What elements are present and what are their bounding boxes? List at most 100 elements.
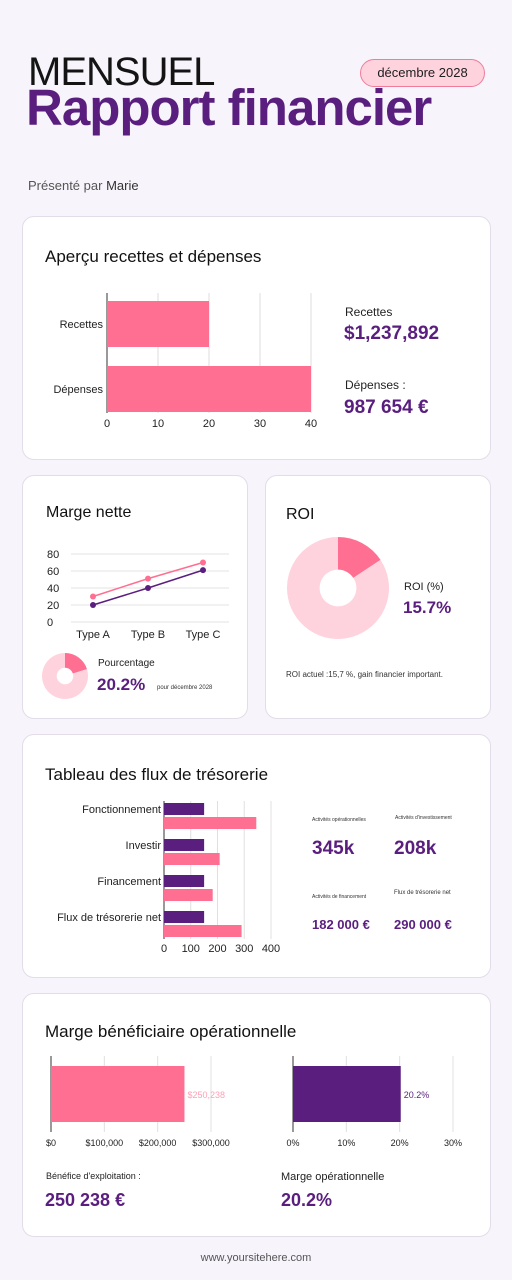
roi-note: ROI actuel :15,7 %, gain financier impor… [286, 670, 443, 679]
marge-point [200, 559, 206, 566]
flux-stat-3-value: 290 000 € [394, 917, 452, 932]
overview-bar [107, 366, 311, 412]
flux-bar-chart: 0 100 200 300 400 Fonctionnement Investir Finan… [57, 801, 280, 955]
marge-point [90, 602, 96, 608]
overview-x-tick: 40 [305, 418, 317, 430]
marge-line-chart: 0 20 40 60 80 Type A Type B Type C [47, 549, 229, 641]
operating-margin-chart: 0% 10% 20% 30% 20.2% [286, 1056, 462, 1148]
flux-stat-1-label: Activités d'investissement [395, 815, 452, 821]
marge-y-tick: 60 [47, 566, 59, 578]
marge-pct-label: Pourcentage [98, 658, 155, 669]
marge-x-tick: Type C [186, 629, 221, 641]
flux-stat-2-label: Activités de financement [312, 894, 367, 900]
op-left-x-tick: $100,000 [86, 1138, 124, 1148]
date-badge: décembre 2028 [360, 59, 485, 87]
op-left-bar [51, 1066, 185, 1122]
marge-point [200, 567, 206, 574]
footer-url[interactable]: www.yoursitehere.com [200, 1252, 312, 1264]
overview-category-label: Dépenses [53, 384, 103, 396]
marge-pct-note: pour décembre 2028 [157, 685, 213, 691]
roi-card: ROI ROI (%) 15.7% ROI actuel :15,7 %, ga… [265, 475, 491, 719]
roi-donut-slice [338, 537, 381, 578]
roi-title: ROI [286, 506, 315, 523]
presenter-prefix: Présenté par [28, 178, 103, 193]
op-left-data-label: $250,238 [187, 1090, 225, 1100]
marge-point [90, 593, 96, 600]
op-left-x-tick: $200,000 [139, 1138, 177, 1148]
operating-card: Marge bénéficiaire opérationnelle $0 $100… [22, 993, 491, 1237]
marge-nette-title: Marge nette [46, 504, 132, 521]
overview-x-tick: 20 [203, 418, 215, 430]
op-right-x-tick: 30% [444, 1138, 462, 1148]
roi-donut-slice [287, 537, 389, 639]
op-right-x-tick: 0% [286, 1138, 299, 1148]
operating-left-label: Bénéfice d'exploitation : [46, 1171, 141, 1181]
op-right-x-tick: 10% [337, 1138, 355, 1148]
flux-bar-purple [164, 875, 205, 887]
flux-bar-pink [164, 817, 257, 829]
flux-bar-pink [164, 925, 242, 937]
operating-right-label: Marge opérationnelle [281, 1171, 385, 1183]
roi-donut-chart [287, 537, 389, 639]
marge-x-tick: Type A [76, 629, 110, 641]
overview-x-tick: 30 [254, 418, 266, 430]
flux-stat-0-label: Activités opérationnelles [312, 817, 366, 823]
operating-profit-chart: $0 $100,000 $200,000 $300,000 $250,238 [46, 1056, 230, 1148]
overview-title: Aperçu recettes et dépenses [45, 247, 262, 266]
flux-category-label: Flux de trésorerie net [57, 912, 161, 924]
flux-x-tick: 300 [235, 943, 253, 955]
flux-x-tick: 400 [262, 943, 280, 955]
overview-x-tick: 0 [104, 418, 110, 430]
marge-y-tick: 80 [47, 549, 59, 561]
flux-category-label: Investir [126, 840, 162, 852]
report-kicker: MENSUEL [28, 50, 215, 94]
operating-title: Marge bénéficiaire opérationnelle [45, 1022, 297, 1041]
roi-value: 15.7% [403, 598, 452, 617]
marge-donut-slice [42, 653, 88, 699]
op-right-bar [293, 1066, 401, 1122]
flux-stat-1-value: 208k [394, 838, 437, 859]
depenses-value: 987 654 € [344, 397, 429, 418]
flux-category-label: Financement [97, 876, 161, 888]
operating-right-value: 20.2% [281, 1190, 333, 1210]
flux-bar-pink [164, 889, 213, 901]
flux-bar-purple [164, 803, 205, 815]
flux-bar-purple [164, 839, 205, 851]
overview-bar-chart: 0 10 20 30 40 Recettes Dépenses [53, 293, 317, 430]
marge-donut-slice [65, 653, 87, 674]
marge-nette-card: Marge nette 0 20 40 60 80 Type A Type B Type C … [22, 475, 248, 719]
marge-point [145, 585, 151, 591]
op-left-x-tick: $0 [46, 1138, 56, 1148]
overview-bar [107, 301, 209, 347]
op-right-x-tick: 20% [391, 1138, 409, 1148]
presenter-line: Présenté par Marie [28, 178, 139, 193]
recettes-value: $1,237,892 [344, 323, 440, 344]
marge-donut-chart [42, 653, 88, 699]
roi-label: ROI (%) [404, 581, 444, 593]
presenter-name: Marie [106, 178, 139, 193]
flux-stat-3-label: Flux de trésorerie net [394, 890, 451, 896]
flux-card: Tableau des flux de trésorerie 0 100 200 30… [22, 734, 491, 978]
flux-bar-pink [164, 853, 220, 865]
page-title: Rapport financier [26, 79, 432, 136]
marge-y-tick: 0 [47, 617, 53, 629]
flux-x-tick: 0 [161, 943, 167, 955]
flux-x-tick: 200 [208, 943, 226, 955]
flux-category-label: Fonctionnement [82, 804, 161, 816]
marge-y-tick: 20 [47, 600, 59, 612]
operating-left-value: 250 238 € [45, 1190, 126, 1210]
flux-stat-2-value: 182 000 € [312, 917, 370, 932]
marge-point [145, 575, 151, 582]
flux-title: Tableau des flux de trésorerie [45, 765, 269, 784]
flux-bar-purple [164, 911, 205, 923]
op-right-data-label: 20.2% [404, 1090, 430, 1100]
marge-pct-value: 20.2% [97, 675, 146, 694]
flux-stat-0-value: 345k [312, 838, 355, 859]
recettes-label: Recettes [345, 305, 393, 319]
overview-card: Aperçu recettes et dépenses 0 10 20 30 40 Rec… [22, 216, 491, 460]
op-left-x-tick: $300,000 [192, 1138, 230, 1148]
overview-x-tick: 10 [152, 418, 164, 430]
flux-x-tick: 100 [182, 943, 200, 955]
overview-category-label: Recettes [60, 319, 104, 331]
marge-x-tick: Type B [131, 629, 165, 641]
